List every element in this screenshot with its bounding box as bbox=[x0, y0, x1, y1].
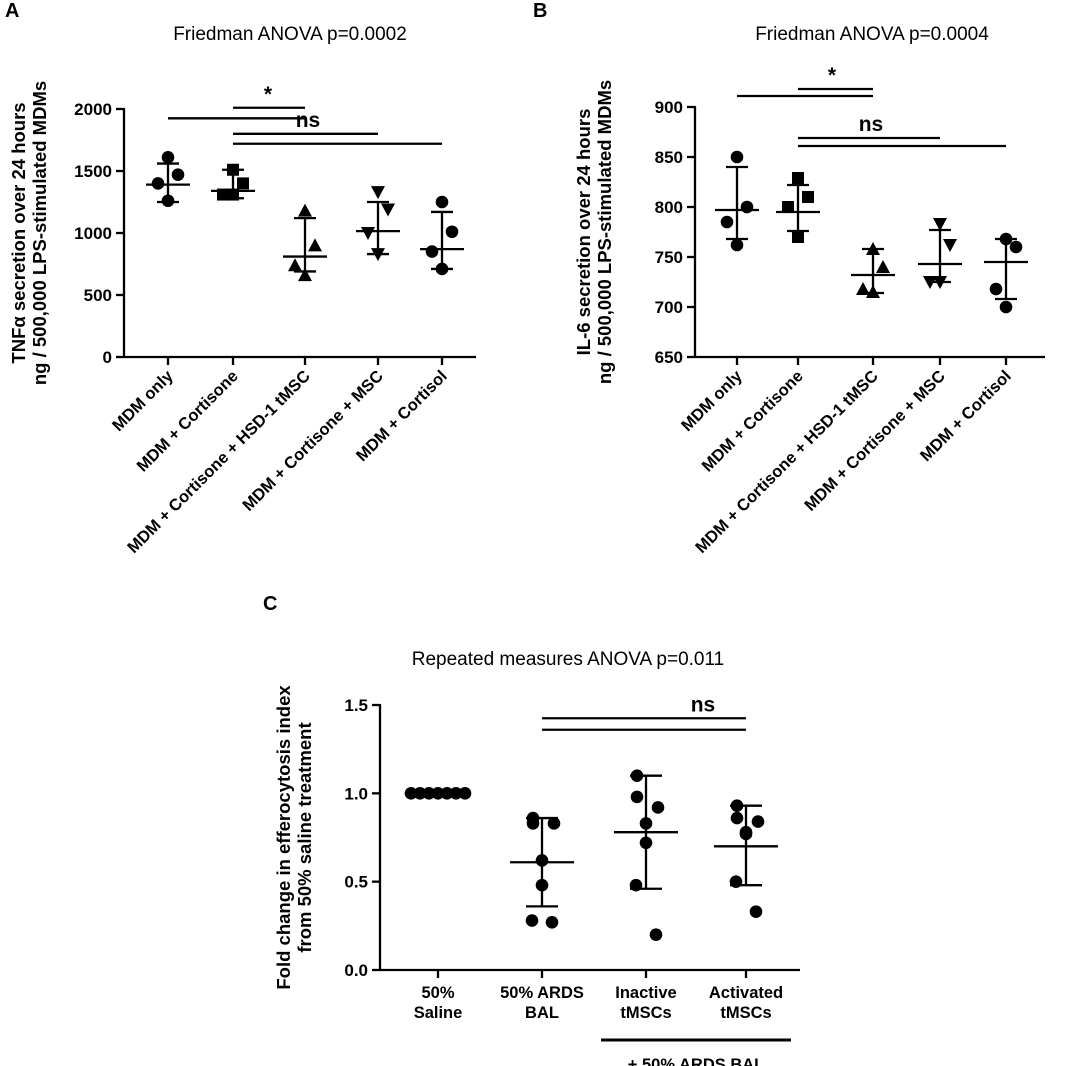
y-axis-label: TNFα secretion over 24 hoursng / 500,000… bbox=[8, 81, 50, 385]
data-point bbox=[730, 150, 744, 164]
y-tick-label: 1000 bbox=[74, 224, 112, 243]
data-point bbox=[651, 801, 665, 814]
data-point bbox=[856, 282, 870, 295]
data-point bbox=[151, 177, 165, 190]
data-point bbox=[989, 282, 1003, 296]
y-tick-label: 800 bbox=[655, 198, 683, 217]
y-axis-label-line: from 50% saline treatment bbox=[294, 722, 315, 952]
significance-label: * bbox=[828, 64, 837, 87]
significance-label: ns bbox=[296, 109, 321, 132]
data-point bbox=[740, 200, 754, 214]
data-point bbox=[730, 811, 744, 825]
y-axis-label: IL-6 secretion over 24 hoursng / 500,000… bbox=[573, 80, 615, 384]
y-axis-label-line: ng / 500,000 LPS-stimulated MDMs bbox=[594, 80, 615, 384]
x-category-label-line: Activated bbox=[709, 984, 783, 1002]
data-point bbox=[237, 177, 249, 190]
x-category-label: 50% Saline bbox=[414, 984, 463, 1022]
data-point bbox=[545, 916, 559, 929]
panel-label-c: C bbox=[263, 593, 277, 615]
data-point bbox=[720, 215, 734, 229]
y-tick-label: 2000 bbox=[74, 100, 112, 119]
significance-label: * bbox=[264, 83, 273, 106]
y-tick-label: 1.5 bbox=[344, 696, 368, 715]
chart-panel-c: Repeated measures ANOVA p=0.011 Fold chan… bbox=[273, 649, 800, 1066]
data-point bbox=[525, 914, 539, 927]
data-point bbox=[802, 191, 814, 203]
y-tick-label: 0.0 bbox=[344, 961, 368, 980]
y-tick-label: 500 bbox=[84, 286, 112, 305]
y-axis-label-line: Fold change in efferocytosis index bbox=[273, 685, 294, 990]
data-point bbox=[547, 817, 561, 830]
data-point bbox=[381, 203, 395, 217]
chart-title: Repeated measures ANOVA p=0.011 bbox=[412, 649, 724, 670]
data-point bbox=[792, 172, 804, 184]
data-point bbox=[943, 239, 957, 252]
data-point bbox=[933, 218, 947, 231]
data-point bbox=[526, 817, 540, 830]
data-point bbox=[308, 238, 322, 252]
data-point bbox=[749, 905, 763, 918]
data-point bbox=[288, 258, 302, 272]
y-tick-label: 0.5 bbox=[344, 873, 368, 892]
data-point bbox=[730, 238, 744, 252]
significance-label: ns bbox=[691, 693, 716, 716]
y-tick-label: 650 bbox=[655, 348, 683, 367]
y-axis-label: Fold change in efferocytosis indexfrom 5… bbox=[273, 685, 315, 990]
x-category-label-line: tMSCs bbox=[720, 1004, 771, 1022]
data-point bbox=[751, 815, 765, 828]
x-category-label-line: BAL bbox=[525, 1004, 559, 1022]
x-category-label: MDM + Cortisone + MSC bbox=[801, 367, 949, 515]
y-tick-label: 1500 bbox=[74, 162, 112, 181]
data-point bbox=[630, 790, 644, 804]
panel-label-a: A bbox=[5, 0, 19, 22]
x-category-label-line: tMSCs bbox=[620, 1004, 671, 1022]
x-category-label: Activated tMSCs bbox=[709, 984, 783, 1022]
y-tick-label: 700 bbox=[655, 298, 683, 317]
chart-panel-b: Friedman ANOVA p=0.0004 IL-6 secretion ov… bbox=[573, 24, 1045, 557]
x-category-label: Inactive tMSCs bbox=[615, 984, 676, 1022]
data-point bbox=[298, 203, 312, 217]
data-point bbox=[792, 231, 804, 243]
x-category-label-line: 50% bbox=[421, 984, 454, 1002]
y-tick-label: 750 bbox=[655, 248, 683, 267]
data-point bbox=[445, 225, 459, 239]
data-point bbox=[298, 268, 312, 282]
x-category-label-line: Inactive bbox=[615, 984, 676, 1002]
data-point bbox=[371, 186, 385, 200]
y-axis-label-line: TNFα secretion over 24 hours bbox=[8, 102, 29, 363]
data-point bbox=[425, 245, 439, 258]
y-tick-label: 1.0 bbox=[344, 784, 368, 803]
significance-label: ns bbox=[859, 113, 884, 136]
data-point bbox=[1009, 240, 1023, 254]
chart-title: Friedman ANOVA p=0.0002 bbox=[173, 24, 407, 45]
data-point bbox=[876, 260, 890, 273]
y-tick-label: 900 bbox=[655, 98, 683, 117]
x-category-label: 50% ARDS BAL bbox=[500, 984, 584, 1022]
group-label: + 50% ARDS BAL bbox=[628, 1056, 764, 1066]
data-point bbox=[161, 151, 175, 164]
y-axis-label-line: IL-6 secretion over 24 hours bbox=[573, 109, 594, 356]
x-category-label: MDM only bbox=[109, 367, 177, 435]
panel-label-b: B bbox=[533, 0, 547, 22]
data-point bbox=[171, 168, 185, 182]
y-tick-label: 850 bbox=[655, 148, 683, 167]
chart-title: Friedman ANOVA p=0.0004 bbox=[755, 24, 989, 45]
data-point bbox=[361, 227, 375, 240]
chart-panel-a: Friedman ANOVA p=0.0002 TNFα secretion ov… bbox=[8, 24, 476, 557]
data-point bbox=[649, 928, 663, 941]
x-category-label-line: 50% ARDS bbox=[500, 984, 584, 1002]
y-tick-label: 0 bbox=[103, 348, 112, 367]
y-axis-label-line: ng / 500,000 LPS-stimulated MDMs bbox=[29, 81, 50, 385]
data-point bbox=[782, 201, 794, 213]
data-point bbox=[435, 195, 449, 209]
data-point bbox=[999, 300, 1013, 314]
x-category-label-line: Saline bbox=[414, 1004, 463, 1022]
